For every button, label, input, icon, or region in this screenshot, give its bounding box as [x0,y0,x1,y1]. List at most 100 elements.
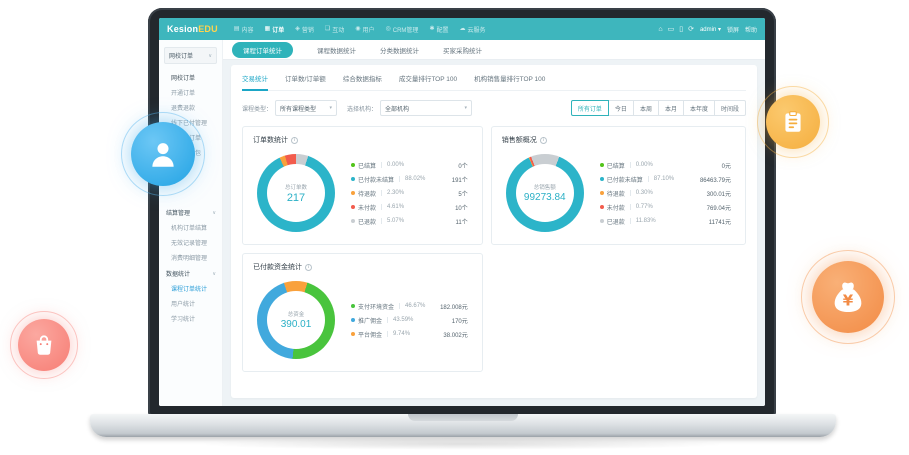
sidebar-group-header[interactable]: 数据统计 ∨ [159,265,222,281]
org-label: 选择机构： [347,106,378,113]
help-link[interactable]: 帮助 [744,27,757,34]
nav-item-settings[interactable]: ✱ 配置 [429,25,448,34]
range-button[interactable]: 时间段 [713,100,746,116]
info-icon[interactable]: i [539,136,547,144]
laptop-base [90,414,836,437]
course-type-select[interactable]: 所有课程类型 ▾ [275,100,338,116]
range-button[interactable]: 今日 [607,100,634,116]
range-button[interactable]: 所有订单 [570,100,609,116]
secondary-tab[interactable]: 成交量排行TOP 100 [398,76,458,83]
person-icon [131,122,195,186]
mobile-icon[interactable]: ▯ [679,25,684,33]
sidebar-group-header[interactable]: 结算管理 ∨ [159,204,222,220]
legend-row: 已退款 5.07% 11个 [351,217,468,226]
legend-percent: 9.74% [393,331,411,337]
secondary-tab[interactable]: 订单数/订单额 [285,76,326,83]
topbar-icons: ⌂ ▭ ▯ ⟳ [658,26,694,33]
nav-item-label: CRM管理 [392,27,419,34]
legend-divider [381,162,383,168]
sidebar-select-value: 网校订单 [169,54,194,60]
legend-percent: 46.67% [405,303,426,309]
main-area: 课程订单统计 课程数据统计 分类数据统计 买家采购统计 交易统计 订单数/订单额 综合数据… [223,40,765,406]
nav-item-crm[interactable]: ◎ CRM管理 [386,25,419,34]
brand-logo: KesionEDU [167,24,218,34]
nav-item-label: 云服务 [467,27,486,34]
nav-item-orders[interactable]: ▦ 订单 [265,25,285,34]
legend-percent: 11.83% [635,218,656,224]
laptop-screen: KesionEDU ▤ 内容 ▦ 订单 ◈ 营销 ❏ 互动 ◉ 用户 ◎ CRM管理 ✱ 配置 ☁ 云服务 ⌂… [159,18,765,406]
chevron-down-icon: ∨ [212,209,216,216]
info-icon[interactable]: i [305,263,312,271]
legend-dot [351,191,355,195]
legend-divider [387,331,389,337]
range-button[interactable]: 本年度 [682,100,715,116]
money-bag-icon: ¥ [812,261,884,333]
interaction-icon: ❏ [324,26,331,32]
nav-item-interaction[interactable]: ❏ 互动 [325,25,344,34]
primary-tab[interactable]: 课程数据统计 [317,47,356,55]
secondary-tab[interactable]: 综合数据指标 [342,76,382,83]
top-navigation: ▤ 内容 ▦ 订单 ◈ 营销 ❏ 互动 ◉ 用户 ◎ CRM管理 ✱ 配置 ☁ 云服务 [234,25,486,34]
donut-center: 总订单数 217 [257,154,335,232]
legend-value: 11741元 [708,219,731,226]
sync-icon[interactable]: ⟳ [688,25,694,33]
primary-tab[interactable]: 分类数据统计 [380,47,419,55]
legend-divider [399,303,401,309]
sidebar-item[interactable]: 用户统计 [171,302,196,308]
legend-percent: 0.00% [635,162,653,168]
lock-screen-link[interactable]: 锁屏 [726,27,739,34]
card-body: 总订单数 217 已结算 0.00% 0个 已付款未结算 88.02% 191个 待退款 2.… [253,152,472,236]
secondary-tab[interactable]: 机构销售量排行TOP 100 [474,76,546,83]
sidebar-item[interactable]: 机构订单结算 [171,226,208,232]
primary-tab[interactable]: 买家采购统计 [443,47,482,55]
legend-dot [599,191,604,195]
course-type-label: 课程类型： [242,106,273,113]
laptop-bezel: KesionEDU ▤ 内容 ▦ 订单 ◈ 营销 ❏ 互动 ◉ 用户 ◎ CRM管理 ✱ 配置 ☁ 云服务 ⌂… [148,8,776,416]
legend-divider [647,176,649,182]
sidebar-module-select[interactable]: 网校订单 ∨ [164,47,217,64]
legend-label: 已退款 [606,219,625,226]
user-menu[interactable]: admin ▾ [700,26,721,33]
legend-value: 11个 [455,219,468,226]
legend-dot [351,177,355,181]
primary-tab[interactable]: 课程订单统计 [232,41,293,58]
sidebar-item[interactable]: 开通订单 [171,91,196,97]
stat-cards: 订单数统计 i 总订单数 217 [242,126,746,372]
legend-divider [629,162,631,168]
legend-dot [351,318,355,322]
info-icon[interactable]: i [291,136,298,144]
legend-value: 182.008元 [440,304,468,311]
org-value: 全部机构 [385,106,410,113]
legend-divider [399,176,401,182]
home-icon[interactable]: ⌂ [658,25,663,33]
card-body: 总资金 390.01 支付环境资金 46.67% 182.008元 推广佣金 43.59… [253,279,472,363]
legend-value: 10个 [455,205,468,212]
sidebar-item[interactable]: 课程订单统计 [171,287,208,293]
shopping-bag-glyph [36,335,52,355]
legend-value: 86463.79元 [699,177,731,184]
donut-center-label: 总销售额 [533,185,556,191]
sidebar-item[interactable]: 消费明细管理 [171,256,208,262]
sidebar-item[interactable]: 网校订单 [171,76,196,82]
sidebar: 网校订单 ∨ 网校订单开通订单退费退款线下已付管理课程包订单开通课程包结算管理∨… [159,40,223,406]
nav-item-user[interactable]: ◉ 用户 [355,25,374,34]
sidebar-item[interactable]: 线下已付管理 [171,121,208,127]
sidebar-item[interactable]: 无效记录管理 [171,241,208,247]
monitor-icon[interactable]: ▭ [667,25,675,33]
legend-row: 已付款未结算 88.02% 191个 [351,175,468,184]
nav-item-marketing[interactable]: ◈ 营销 [295,25,314,34]
nav-item-cloud[interactable]: ☁ 云服务 [459,25,485,34]
chevron-down-icon: ∨ [208,52,212,59]
legend-percent: 88.02% [405,176,426,182]
range-button[interactable]: 本月 [657,100,684,116]
legend-dot [599,177,604,181]
sidebar-item[interactable]: 学习统计 [171,317,196,323]
legend-divider [629,218,631,224]
secondary-tab[interactable]: 交易统计 [242,73,268,91]
svg-text:¥: ¥ [843,292,854,310]
legend-value: 0元 [721,163,731,170]
nav-item-content[interactable]: ▤ 内容 [234,25,254,34]
range-button[interactable]: 本周 [632,100,659,116]
sidebar-item[interactable]: 退费退款 [171,106,196,112]
org-select[interactable]: 全部机构 ▾ [380,100,473,116]
